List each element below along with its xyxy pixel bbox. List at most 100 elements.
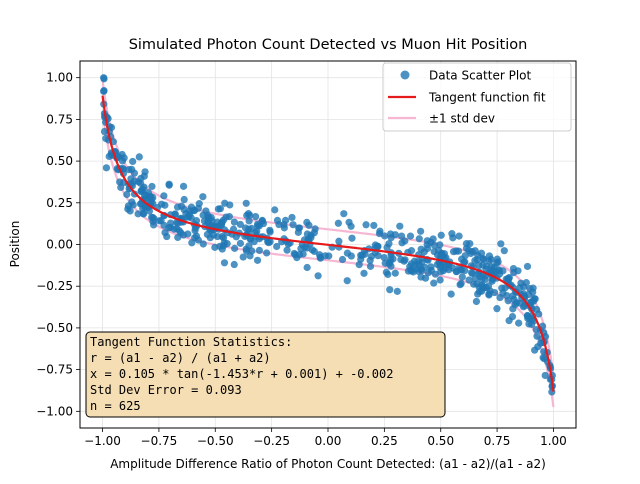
- scatter-point: [242, 199, 250, 207]
- scatter-point: [192, 232, 201, 240]
- stats-box-background: [85, 331, 446, 418]
- scatter-point: [504, 275, 512, 283]
- scatter-point: [305, 221, 313, 229]
- scatter-point: [124, 205, 132, 213]
- scatter-point: [230, 218, 238, 226]
- scatter-point: [465, 246, 473, 254]
- scatter-point: [173, 225, 181, 233]
- y-tick-label: 1.00: [46, 71, 73, 85]
- scatter-point: [348, 234, 356, 242]
- scatter-point: [214, 205, 222, 213]
- scatter-point: [311, 225, 319, 233]
- scatter-point: [407, 247, 416, 255]
- scatter-point: [157, 217, 165, 225]
- scatter-point: [455, 232, 463, 240]
- scatter-point: [239, 253, 247, 261]
- scatter-point: [211, 243, 219, 251]
- y-tick-label: 0.75: [46, 112, 73, 126]
- x-tick-label: 0.00: [315, 434, 342, 448]
- scatter-point: [288, 213, 296, 222]
- scatter-point: [199, 193, 207, 201]
- scatter-point: [347, 222, 355, 230]
- scatter-point: [491, 288, 499, 297]
- scatter-point: [523, 262, 532, 271]
- scatter-point: [362, 221, 370, 229]
- scatter-point: [485, 252, 493, 260]
- scatter-point: [195, 200, 203, 208]
- legend-label-std: ±1 std dev: [429, 112, 495, 126]
- y-tick-label: 0.50: [46, 154, 73, 168]
- scatter-point: [165, 180, 173, 188]
- x-axis-ticks: −1.00 −0.75 −0.50 −0.25 0.00 0.25 0.50 0.75 1.00: [84, 428, 567, 448]
- scatter-point: [387, 234, 395, 242]
- scatter-point: [149, 193, 157, 202]
- stats-line-4: Std Dev Error = 0.093: [90, 383, 242, 397]
- stats-line-1: Tangent Function Statistics:: [90, 335, 292, 349]
- scatter-point: [102, 164, 110, 172]
- scatter-point: [510, 269, 518, 277]
- scatter-point: [449, 248, 458, 256]
- scatter-point: [160, 192, 168, 200]
- y-tick-label: 0.25: [46, 196, 73, 210]
- scatter-point: [163, 232, 171, 241]
- scatter-point: [310, 247, 318, 256]
- scatter-point: [468, 269, 477, 278]
- scatter-point: [252, 213, 260, 221]
- scatter-point: [445, 266, 453, 274]
- scatter-point: [427, 238, 435, 246]
- scatter-point: [340, 210, 348, 218]
- scatter-point: [116, 178, 124, 186]
- x-tick-label: 1.00: [540, 434, 567, 448]
- y-axis-label: Position: [8, 221, 22, 268]
- scatter-point: [220, 239, 228, 247]
- scatter-point: [134, 210, 142, 218]
- scatter-point: [254, 222, 262, 230]
- scatter-point: [525, 290, 533, 299]
- x-tick-label: 0.50: [427, 434, 454, 448]
- scatter-point: [401, 237, 409, 245]
- scatter-point: [384, 270, 392, 279]
- stats-line-5: n = 625: [90, 399, 141, 413]
- legend-label-fit: Tangent function fit: [428, 91, 546, 105]
- scatter-point: [338, 255, 347, 264]
- y-tick-label: −1.00: [36, 404, 73, 418]
- scatter-point: [334, 219, 342, 227]
- scatter-point: [142, 191, 150, 199]
- scatter-point: [436, 263, 444, 271]
- x-tick-label: −0.25: [253, 434, 290, 448]
- scatter-point: [255, 246, 264, 254]
- scatter-point: [100, 74, 108, 82]
- scatter-point: [314, 272, 322, 280]
- y-tick-label: 0.00: [46, 238, 73, 252]
- x-tick-label: −0.75: [141, 434, 178, 448]
- scatter-point: [436, 241, 444, 249]
- scatter-point: [149, 213, 157, 222]
- scatter-point: [263, 249, 271, 257]
- scatter-point: [174, 233, 182, 242]
- scatter-point: [199, 240, 207, 248]
- scatter-point: [360, 269, 368, 277]
- scatter-point: [289, 221, 297, 229]
- legend-label-scatter: Data Scatter Plot: [429, 69, 531, 83]
- scatter-point: [484, 282, 493, 290]
- scatter-point: [117, 183, 125, 192]
- scatter-point: [516, 299, 524, 307]
- scatter-point: [415, 235, 423, 243]
- scatter-point: [225, 213, 233, 221]
- x-axis-label: Amplitude Difference Ratio of Photon Cou…: [110, 457, 546, 471]
- scatter-point: [230, 260, 238, 269]
- scatter-point: [283, 246, 291, 254]
- scatter-point: [179, 231, 187, 239]
- scatter-point: [407, 260, 416, 268]
- scatter-point: [203, 230, 212, 239]
- scatter-point: [493, 305, 501, 313]
- scatter-point: [522, 279, 530, 287]
- scatter-point: [180, 195, 188, 204]
- scatter-point: [213, 232, 222, 241]
- scatter-point: [127, 175, 135, 183]
- scatter-point: [461, 258, 469, 266]
- scatter-point: [503, 291, 511, 300]
- scatter-points: [100, 74, 556, 396]
- scatter-point: [204, 211, 212, 219]
